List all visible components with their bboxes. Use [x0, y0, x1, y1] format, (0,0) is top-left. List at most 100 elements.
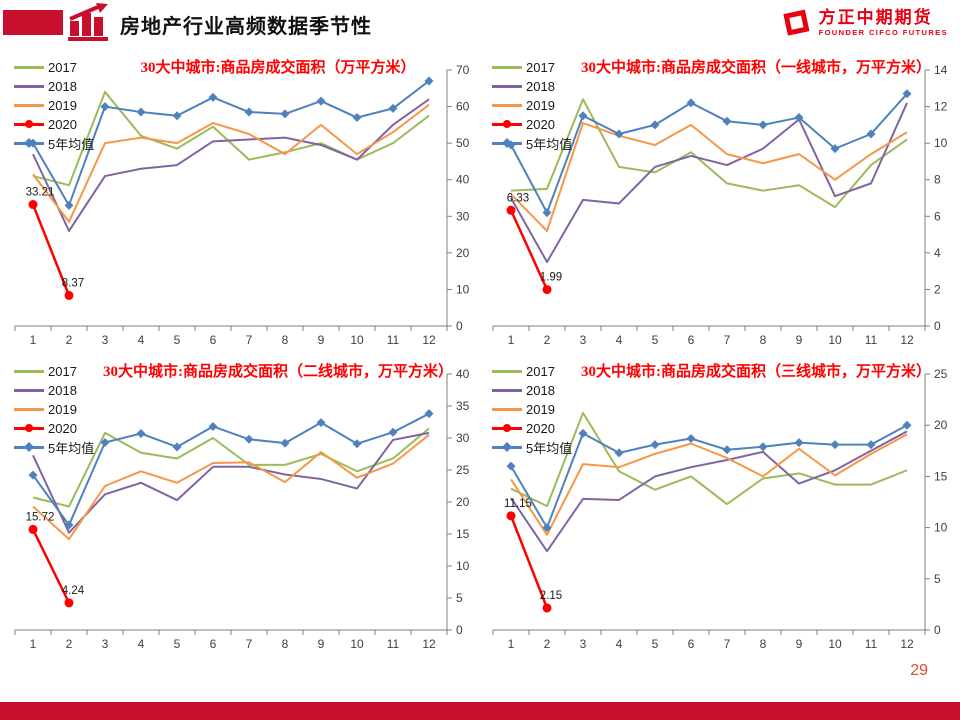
chart-legend: 2017 2018 2019 2020 5年均值 — [492, 364, 572, 456]
diamond-marker — [830, 440, 840, 450]
diamond-marker — [316, 418, 326, 428]
y-tick-label: 40 — [456, 173, 470, 187]
y-tick-label: 0 — [934, 623, 941, 637]
y-tick-label: 2 — [934, 282, 941, 296]
diamond-marker — [388, 427, 398, 437]
y-tick-label: 10 — [934, 521, 948, 535]
brand-logo: 方正中期期货 FOUNDER CIFCO FUTURES — [782, 8, 948, 38]
legend-item-2018: 2018 — [492, 79, 572, 94]
x-tick-label: 5 — [174, 333, 181, 347]
circle-marker — [28, 524, 38, 534]
legend-item-2017: 2017 — [492, 364, 572, 379]
legend-label: 2018 — [48, 78, 77, 94]
legend-label: 2020 — [526, 116, 555, 132]
legend-item-2018: 2018 — [14, 78, 94, 94]
y-tick-label: 14 — [934, 63, 948, 77]
founder-square-icon — [782, 9, 810, 36]
y-tick-label: 20 — [456, 495, 470, 509]
legend-swatch — [14, 364, 44, 378]
y-axis: 0 2 4 6 8 10 12 14 — [924, 63, 948, 333]
x-tick-label: 11 — [865, 637, 878, 651]
data-label: 8.37 — [62, 277, 84, 289]
y-tick-label: 5 — [934, 572, 941, 586]
diamond-marker — [136, 107, 146, 117]
x-tick-label: 11 — [865, 333, 878, 347]
chart-title: 30大中城市:商品房成交面积（一线城市，万平方米） — [581, 60, 931, 76]
series-5年均值 — [28, 76, 434, 210]
data-label: 33.21 — [26, 187, 55, 199]
diamond-marker — [352, 113, 362, 123]
diamond-marker — [686, 98, 696, 108]
diamond-marker — [136, 429, 146, 439]
legend-swatch — [492, 364, 522, 378]
data-label: 15.72 — [26, 511, 55, 523]
legend-item-2020: 2020 — [492, 420, 572, 436]
y-tick-label: 60 — [456, 100, 470, 114]
y-tick-label: 0 — [456, 319, 463, 333]
series-5年均值 — [28, 409, 434, 530]
legend-swatch — [14, 402, 44, 416]
y-axis: 0 5 10 15 20 25 30 35 40 — [446, 367, 470, 637]
x-tick-label: 2 — [544, 637, 551, 651]
y-tick-label: 20 — [934, 418, 948, 432]
y-tick-label: 40 — [456, 367, 470, 381]
x-tick-label: 10 — [350, 333, 364, 347]
legend-label: 2020 — [526, 420, 555, 436]
x-tick-label: 4 — [138, 637, 145, 651]
legend-swatch — [14, 117, 44, 131]
legend-swatch — [14, 421, 44, 435]
header-accent-block — [3, 10, 63, 35]
circle-marker — [64, 290, 74, 300]
legend-label: 5年均值 — [48, 440, 95, 456]
bar-chart-arrow-icon — [68, 3, 108, 41]
x-tick-label: 3 — [580, 637, 587, 651]
x-tick-label: 7 — [246, 333, 253, 347]
x-tick-label: 4 — [616, 637, 623, 651]
page-number: 29 — [910, 662, 928, 679]
y-tick-label: 50 — [456, 136, 470, 150]
legend-label: 2020 — [48, 116, 77, 132]
y-axis: 0 5 10 15 20 25 — [924, 367, 948, 637]
chart-title: 30大中城市:商品房成交面积（万平方米） — [140, 60, 416, 76]
legend-label: 2020 — [48, 420, 77, 436]
chart-panel-tier2: 30大中城市:商品房成交面积（二线城市，万平方米） 2017 2018 2019 20… — [10, 358, 470, 658]
legend-swatch — [14, 440, 44, 454]
legend-swatch — [492, 440, 522, 454]
legend-item-2017: 2017 — [492, 60, 572, 75]
x-tick-label: 8 — [282, 637, 289, 651]
y-axis: 0 10 20 30 40 50 60 70 — [446, 63, 470, 333]
x-axis: 1 2 3 4 5 6 7 8 9 10 11 12 — [14, 325, 448, 347]
diamond-marker — [650, 120, 660, 130]
y-tick-label: 8 — [934, 173, 941, 187]
legend-label: 2017 — [48, 59, 77, 75]
diamond-marker — [64, 200, 74, 210]
series-2020: 33.21 8.37 — [26, 187, 84, 300]
x-axis: 1 2 3 4 5 6 7 8 9 10 11 12 — [492, 629, 926, 651]
x-tick-label: 1 — [508, 333, 515, 347]
chart-title: 30大中城市:商品房成交面积（三线城市，万平方米） — [581, 364, 931, 380]
diamond-marker — [722, 445, 732, 455]
diamond-marker — [650, 440, 660, 450]
y-tick-label: 30 — [456, 209, 470, 223]
x-tick-label: 9 — [796, 637, 803, 651]
legend-item-2020: 2020 — [492, 116, 572, 132]
legend-swatch — [492, 60, 522, 74]
x-tick-label: 7 — [724, 333, 731, 347]
legend-label: 2017 — [48, 363, 77, 379]
series-2020: 6.33 1.99 — [506, 192, 562, 295]
y-tick-label: 10 — [456, 559, 470, 573]
legend-item-2019: 2019 — [14, 402, 94, 417]
y-tick-label: 15 — [456, 527, 470, 541]
diamond-marker — [614, 129, 624, 139]
data-label: 11.15 — [504, 498, 532, 510]
legend-item-2019: 2019 — [492, 402, 572, 417]
circle-marker — [28, 200, 38, 210]
legend-label: 2018 — [526, 382, 555, 398]
diamond-marker — [902, 420, 912, 430]
circle-marker — [542, 603, 552, 613]
diamond-marker — [506, 461, 516, 471]
diamond-marker — [352, 439, 362, 449]
footer-bar — [0, 702, 960, 720]
